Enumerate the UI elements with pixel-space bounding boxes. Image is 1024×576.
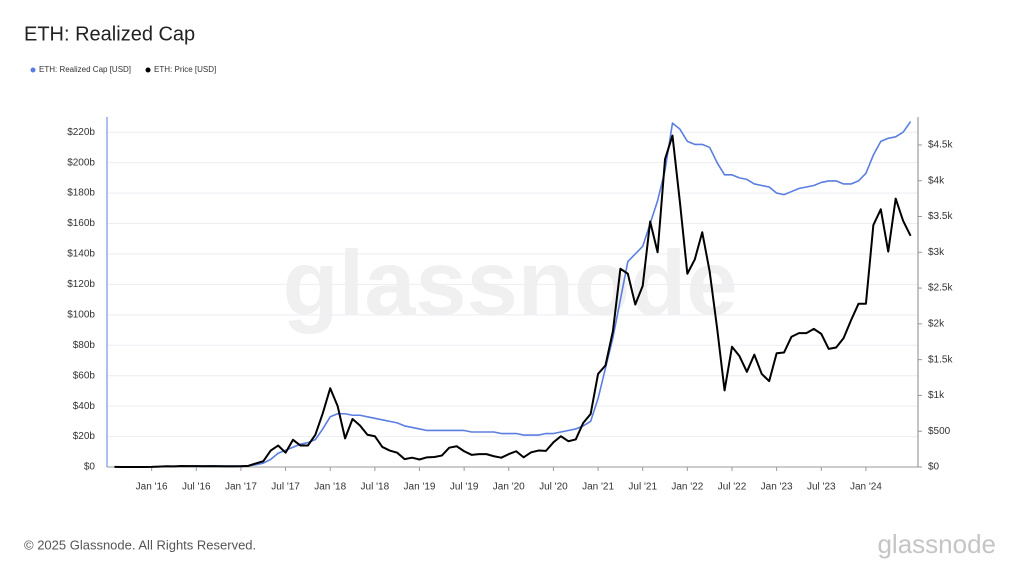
x-tick-label: Jan '24: [850, 482, 882, 493]
x-tick-label: Jan '20: [493, 482, 525, 493]
footer: © 2025 Glassnode. All Rights Reserved.: [24, 537, 256, 552]
y-tick-label: $120b: [67, 279, 95, 290]
watermark: glassnode: [282, 232, 737, 334]
legend-label: ETH: Realized Cap [USD]: [39, 65, 131, 74]
x-tick-label: Jan '17: [225, 482, 257, 493]
x-tick-label: Jan '22: [671, 482, 703, 493]
x-tick-label: Jul '16: [182, 482, 211, 493]
y2-tick-label: $500: [928, 426, 951, 437]
chart-title: ETH: Realized Cap: [24, 23, 195, 45]
series-line: [114, 134, 912, 468]
x-tick-label: Jan '21: [582, 482, 614, 493]
y-tick-label: $100b: [67, 309, 95, 320]
x-tick-label: Jul '18: [361, 482, 390, 493]
y2-tick-label: $2k: [928, 318, 945, 329]
legend-marker: [30, 67, 36, 73]
y2-tick-label: $1k: [928, 390, 945, 401]
x-tick-label: Jan '23: [761, 482, 793, 493]
y2-tick-label: $3k: [928, 247, 945, 258]
x-tick-label: Jan '16: [136, 482, 168, 493]
y2-tick-label: $3.5k: [928, 211, 953, 222]
legend-label: ETH: Price [USD]: [154, 65, 216, 74]
y-tick-label: $40b: [73, 401, 96, 412]
x-tick-label: Jul '22: [718, 482, 747, 493]
x-tick-label: Jul '21: [628, 482, 657, 493]
y2-tick-label: $2.5k: [928, 283, 953, 294]
y-tick-label: $180b: [67, 188, 95, 199]
y-tick-label: $160b: [67, 218, 95, 229]
y-tick-label: $200b: [67, 157, 95, 168]
y2-tick-label: $1.5k: [928, 354, 953, 365]
logo: glassnode: [877, 529, 996, 559]
x-tick-label: Jul '20: [539, 482, 568, 493]
x-tick-label: Jul '17: [271, 482, 300, 493]
y-tick-label: $0: [84, 462, 96, 473]
y-tick-label: $220b: [67, 127, 95, 138]
x-tick-label: Jul '23: [807, 482, 836, 493]
x-tick-label: Jul '19: [450, 482, 479, 493]
y2-tick-label: $4.5k: [928, 140, 953, 151]
legend-marker: [145, 67, 151, 73]
y-tick-label: $20b: [73, 431, 96, 442]
y-tick-label: $140b: [67, 249, 95, 260]
y-tick-label: $60b: [73, 370, 96, 381]
y2-tick-label: $0: [928, 462, 940, 473]
x-tick-label: Jan '18: [314, 482, 346, 493]
x-tick-label: Jan '19: [404, 482, 436, 493]
y2-tick-label: $4k: [928, 175, 945, 186]
y-tick-label: $80b: [73, 340, 96, 351]
